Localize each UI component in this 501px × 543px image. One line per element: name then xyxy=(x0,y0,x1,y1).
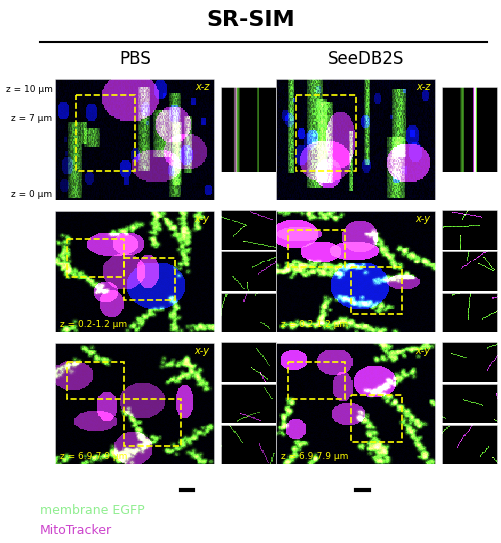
Text: z = 0 μm: z = 0 μm xyxy=(12,191,52,199)
Text: x-y: x-y xyxy=(194,214,209,224)
Bar xyxy=(350,395,401,441)
Text: z = 6.9-7.9 μm: z = 6.9-7.9 μm xyxy=(281,452,348,461)
Text: z = 0.2-1.2 μm: z = 0.2-1.2 μm xyxy=(60,320,127,329)
Text: SR-SIM: SR-SIM xyxy=(206,10,295,29)
Text: x-y: x-y xyxy=(414,346,429,357)
Text: z = 6.9-7.9 μm: z = 6.9-7.9 μm xyxy=(60,452,127,461)
Bar xyxy=(124,400,180,446)
Text: MitoTracker: MitoTracker xyxy=(40,524,112,537)
Bar xyxy=(67,239,124,276)
Text: z = 0.2-1.2 μm: z = 0.2-1.2 μm xyxy=(281,320,347,329)
Text: z = 10 μm: z = 10 μm xyxy=(6,85,52,93)
Text: SeeDB2S: SeeDB2S xyxy=(328,49,404,68)
Bar xyxy=(288,230,344,267)
Bar xyxy=(296,94,355,171)
Text: z = 7 μm: z = 7 μm xyxy=(12,113,52,123)
Bar xyxy=(350,267,401,314)
Text: x-y: x-y xyxy=(194,346,209,357)
Text: PBS: PBS xyxy=(119,49,151,68)
Bar xyxy=(288,362,344,400)
Bar xyxy=(67,362,124,400)
Bar xyxy=(124,258,175,300)
Text: x-z: x-z xyxy=(195,82,209,92)
Text: x-y: x-y xyxy=(414,214,429,224)
Bar xyxy=(76,94,135,171)
Text: x-z: x-z xyxy=(415,82,429,92)
Text: membrane EGFP: membrane EGFP xyxy=(40,503,144,516)
